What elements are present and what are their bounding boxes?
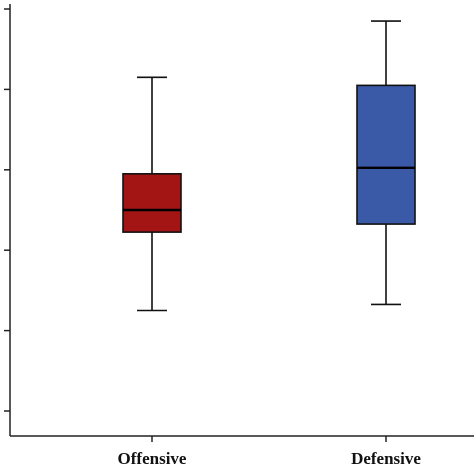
plot-axes [9,4,474,437]
box-defensive [356,20,416,306]
iqr-box [122,173,182,233]
y-axis-ticks [4,8,10,412]
x-tick-label: Offensive [118,449,187,468]
box-offensive [122,76,182,312]
x-tick-label: Defensive [351,449,421,468]
x-axis-labels: Offensive Defensive [118,436,421,468]
iqr-box [356,84,416,225]
box-series [122,20,416,312]
